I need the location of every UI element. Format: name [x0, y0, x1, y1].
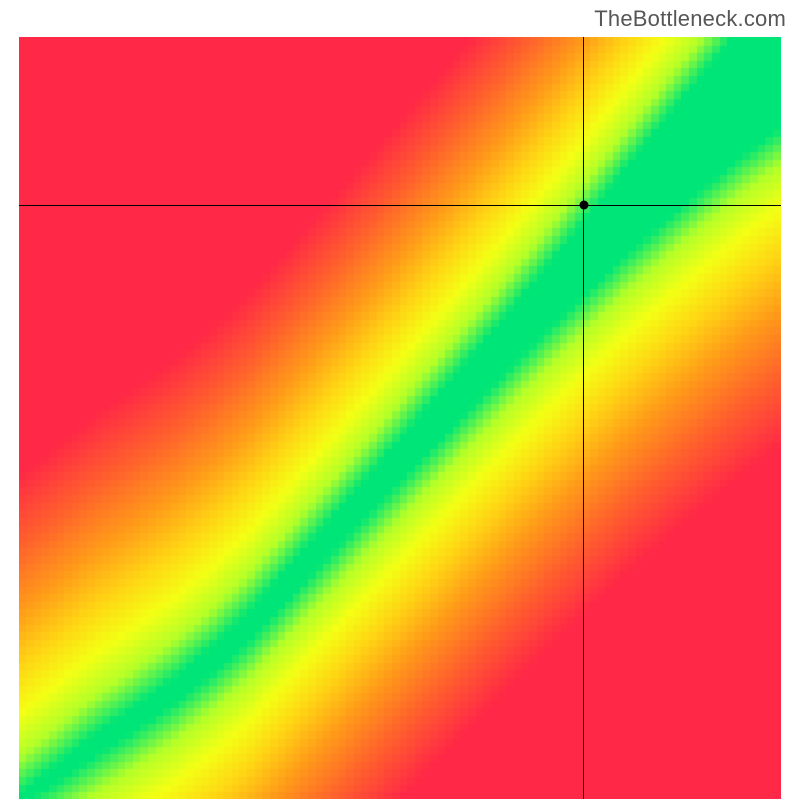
crosshair-vertical	[583, 37, 584, 799]
crosshair-horizontal	[19, 205, 781, 206]
marker-point	[579, 201, 588, 210]
heatmap-canvas	[19, 37, 781, 799]
watermark-text: TheBottleneck.com	[594, 6, 786, 32]
chart-container: { "watermark": { "text": "TheBottleneck.…	[0, 0, 800, 800]
heatmap-plot	[19, 37, 781, 799]
